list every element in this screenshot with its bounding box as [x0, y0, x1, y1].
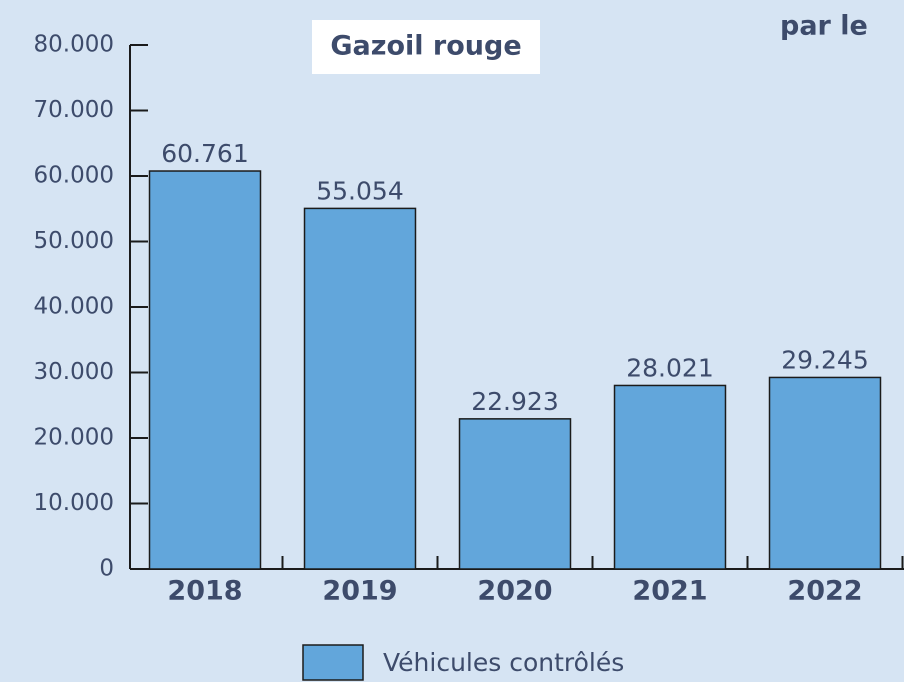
- bar: [458, 418, 572, 570]
- y-tick-label: 40.000: [34, 294, 114, 320]
- x-tick-label: 2020: [477, 576, 552, 607]
- y-tick-label: 0: [99, 556, 114, 582]
- bar: [303, 207, 417, 570]
- y-tick-label: 70.000: [34, 97, 114, 123]
- x-tick-label: 2021: [632, 576, 707, 607]
- value-label: 29.245: [781, 345, 868, 374]
- y-tick-label: 10.000: [34, 490, 114, 516]
- x-tick-label: 2018: [167, 576, 242, 607]
- value-label: 55.054: [316, 176, 403, 205]
- y-tick-label: 20.000: [34, 425, 114, 451]
- legend-swatch: [302, 644, 364, 681]
- bar: [148, 170, 262, 570]
- bar: [613, 384, 727, 570]
- value-label: 60.761: [161, 139, 248, 168]
- x-tick-label: 2022: [787, 576, 862, 607]
- x-tick-label: 2019: [322, 576, 397, 607]
- value-label: 28.021: [626, 353, 713, 382]
- value-label: 22.923: [471, 387, 558, 416]
- y-tick-label: 50.000: [34, 228, 114, 254]
- y-tick-label: 60.000: [34, 163, 114, 189]
- chart-title: Gazoil rouge: [330, 31, 521, 62]
- chart-subtitle: par le: [780, 11, 868, 42]
- bar: [768, 376, 882, 570]
- y-tick-label: 30.000: [34, 359, 114, 385]
- legend-label: Véhicules contrôlés: [383, 648, 624, 677]
- title-box: [312, 20, 540, 74]
- y-tick-label: 80.000: [34, 32, 114, 58]
